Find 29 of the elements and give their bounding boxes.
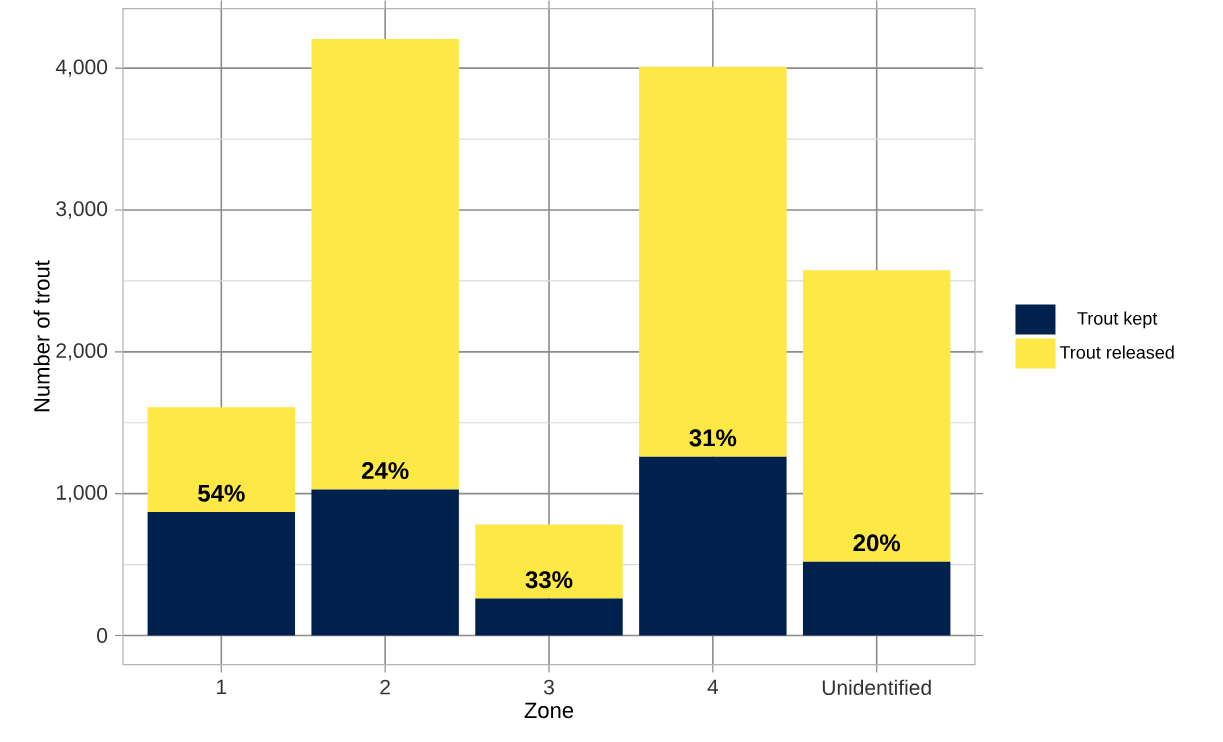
x-tick-label: Unidentified [822, 679, 931, 696]
x-tick-label: 3 [543, 679, 554, 695]
annotation: 20% [853, 534, 901, 552]
y-tick-label: 1,000 [56, 485, 108, 503]
bar [311, 39, 459, 490]
bar [802, 270, 951, 562]
x-tick-label: 1 [217, 679, 227, 695]
x-tick-label: 2 [380, 679, 390, 695]
bar [475, 598, 623, 636]
bar [147, 512, 296, 636]
bar [475, 524, 623, 599]
y-tick-label: 4,000 [55, 59, 108, 78]
bar [802, 561, 951, 636]
y-tick-label: 0 [97, 628, 108, 644]
bar [639, 456, 787, 636]
legend-label: Trout kept [1077, 311, 1158, 329]
annotation: 33% [525, 571, 573, 589]
y-tick-label: 3,000 [56, 201, 108, 219]
bar [639, 66, 787, 457]
y-tick-label: 2,000 [56, 343, 108, 361]
bar [311, 489, 459, 636]
legend-label: Trout released [1059, 345, 1174, 359]
annotation: 54% [198, 484, 245, 502]
annotation: 24% [361, 462, 409, 480]
y-axis-title: Number of trout [33, 260, 50, 412]
annotation: 31% [689, 429, 737, 447]
bar [147, 407, 296, 513]
x-tick-label: 4 [707, 679, 719, 695]
x-axis-title: Zone [524, 703, 574, 719]
